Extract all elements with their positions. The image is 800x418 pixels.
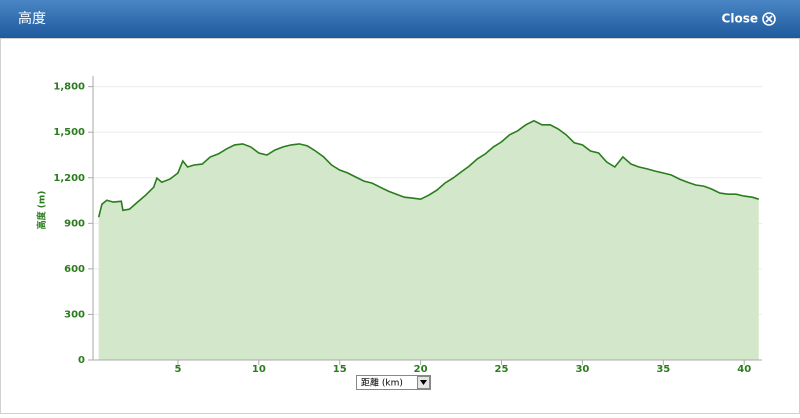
x-tick-label: 15 <box>333 364 347 375</box>
close-icon-x <box>765 15 773 23</box>
x-tick-label: 5 <box>174 364 181 375</box>
dialog-title: 高度 <box>18 10 46 27</box>
close-button[interactable]: Close <box>722 12 776 26</box>
close-label[interactable]: Close <box>722 12 758 26</box>
y-axis-label: 高度 (m) <box>36 191 48 230</box>
x-axis-select[interactable]: 距離 (km) <box>356 375 431 390</box>
y-tick-label: 1,200 <box>53 173 85 184</box>
x-tick-label: 40 <box>737 364 751 375</box>
select-box[interactable] <box>356 375 431 390</box>
area-fill <box>98 120 759 360</box>
y-tick-label: 0 <box>78 355 85 366</box>
y-tick-label: 300 <box>64 309 85 320</box>
y-tick-label: 900 <box>64 218 85 229</box>
x-tick-label: 10 <box>252 364 266 375</box>
dialog-header <box>0 0 800 38</box>
elevation-line <box>97 119 760 218</box>
y-tick-label: 600 <box>64 264 85 275</box>
y-tick-label: 1,500 <box>53 127 85 138</box>
select-arrow <box>420 380 427 385</box>
x-axis-label[interactable]: 距離 (km) <box>361 377 403 389</box>
x-tick-label: 30 <box>575 364 589 375</box>
y-tick-label: 1,800 <box>53 82 85 93</box>
x-tick-label: 35 <box>656 364 670 375</box>
close-icon[interactable] <box>762 12 776 26</box>
x-tick-label: 25 <box>495 364 509 375</box>
x-tick-label: 20 <box>414 364 428 375</box>
